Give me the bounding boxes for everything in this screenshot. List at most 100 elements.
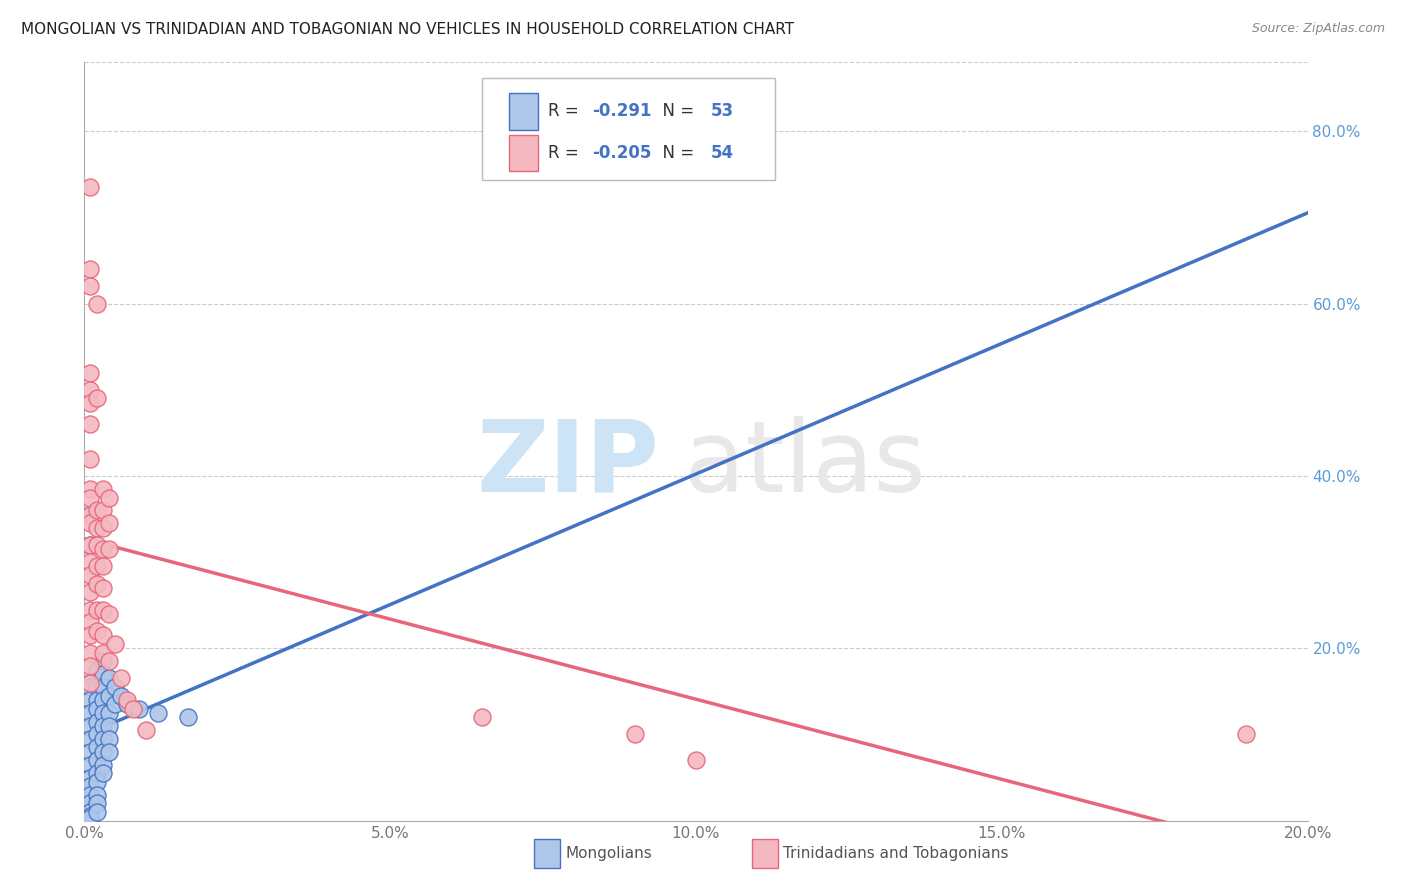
Text: -0.291: -0.291 (592, 103, 651, 120)
Text: Trinidadians and Tobagonians: Trinidadians and Tobagonians (783, 847, 1008, 861)
Point (79, 508, 101, 522)
Point (79, 602, 101, 616)
Point (91, 766, 114, 780)
Text: 53: 53 (710, 103, 734, 120)
Point (91, 757, 114, 772)
Point (79, 451, 101, 466)
Point (79, 745, 101, 759)
Point (86, 805, 108, 819)
Point (86, 503, 108, 517)
Point (86, 602, 108, 616)
Point (91, 693, 114, 707)
Point (97, 731, 120, 746)
Point (79, 788, 101, 802)
Text: Mongolians: Mongolians (565, 847, 652, 861)
Point (79, 646, 101, 660)
Point (79, 366, 101, 380)
Point (91, 559, 114, 574)
Point (97, 542, 120, 557)
Point (86, 753, 108, 767)
Point (79, 797, 101, 811)
Point (86, 538, 108, 552)
Point (97, 607, 120, 621)
Point (79, 555, 101, 569)
Point (91, 654, 114, 668)
Point (79, 615, 101, 630)
Text: R =: R = (548, 103, 583, 120)
Point (79, 675, 101, 690)
Point (79, 482, 101, 496)
Text: N =: N = (652, 145, 699, 162)
Point (97, 491, 120, 505)
Point (79, 628, 101, 642)
Point (86, 788, 108, 802)
Point (91, 719, 114, 733)
Text: N =: N = (652, 103, 699, 120)
Point (86, 624, 108, 639)
Point (1236, 727, 1258, 741)
Point (79, 538, 101, 552)
Point (79, 516, 101, 531)
Point (91, 706, 114, 720)
Point (86, 693, 108, 707)
Point (79, 383, 101, 397)
Point (79, 585, 101, 599)
Point (110, 689, 132, 703)
FancyBboxPatch shape (482, 78, 776, 180)
Text: -0.205: -0.205 (592, 145, 651, 162)
Text: 54: 54 (710, 145, 734, 162)
Point (91, 602, 114, 616)
Point (79, 262, 101, 277)
Point (79, 180, 101, 194)
Text: ZIP: ZIP (477, 416, 659, 513)
Point (104, 680, 127, 694)
Point (91, 521, 114, 535)
Text: MONGOLIAN VS TRINIDADIAN AND TOBAGONIAN NO VEHICLES IN HOUSEHOLD CORRELATION CHA: MONGOLIAN VS TRINIDADIAN AND TOBAGONIAN … (21, 22, 794, 37)
Point (79, 706, 101, 720)
Text: atlas: atlas (683, 416, 925, 513)
Point (79, 396, 101, 410)
Point (122, 701, 145, 715)
Point (97, 689, 120, 703)
Point (86, 701, 108, 715)
Point (79, 731, 101, 746)
Point (104, 637, 127, 651)
Point (97, 672, 120, 686)
Point (97, 719, 120, 733)
Point (79, 779, 101, 793)
Point (115, 698, 138, 712)
Point (128, 701, 150, 715)
Point (177, 710, 200, 724)
Point (86, 392, 108, 406)
Point (86, 714, 108, 729)
Point (91, 667, 114, 681)
Point (86, 680, 108, 694)
Point (97, 706, 120, 720)
Point (135, 723, 157, 738)
Point (79, 693, 101, 707)
Point (79, 491, 101, 505)
Point (91, 731, 114, 746)
Point (104, 698, 127, 712)
Point (86, 576, 108, 591)
Point (79, 805, 101, 819)
Point (97, 654, 120, 668)
Point (79, 508, 101, 522)
Point (471, 710, 494, 724)
Point (146, 706, 169, 720)
FancyBboxPatch shape (509, 135, 538, 171)
Point (91, 482, 114, 496)
Point (91, 503, 114, 517)
Point (91, 646, 114, 660)
Point (97, 516, 120, 531)
Point (91, 542, 114, 557)
Point (91, 745, 114, 759)
Point (91, 680, 114, 694)
Point (115, 693, 138, 707)
Point (79, 811, 101, 825)
Point (86, 296, 108, 310)
Point (79, 658, 101, 673)
Point (86, 663, 108, 677)
Text: Source: ZipAtlas.com: Source: ZipAtlas.com (1251, 22, 1385, 36)
Point (79, 675, 101, 690)
